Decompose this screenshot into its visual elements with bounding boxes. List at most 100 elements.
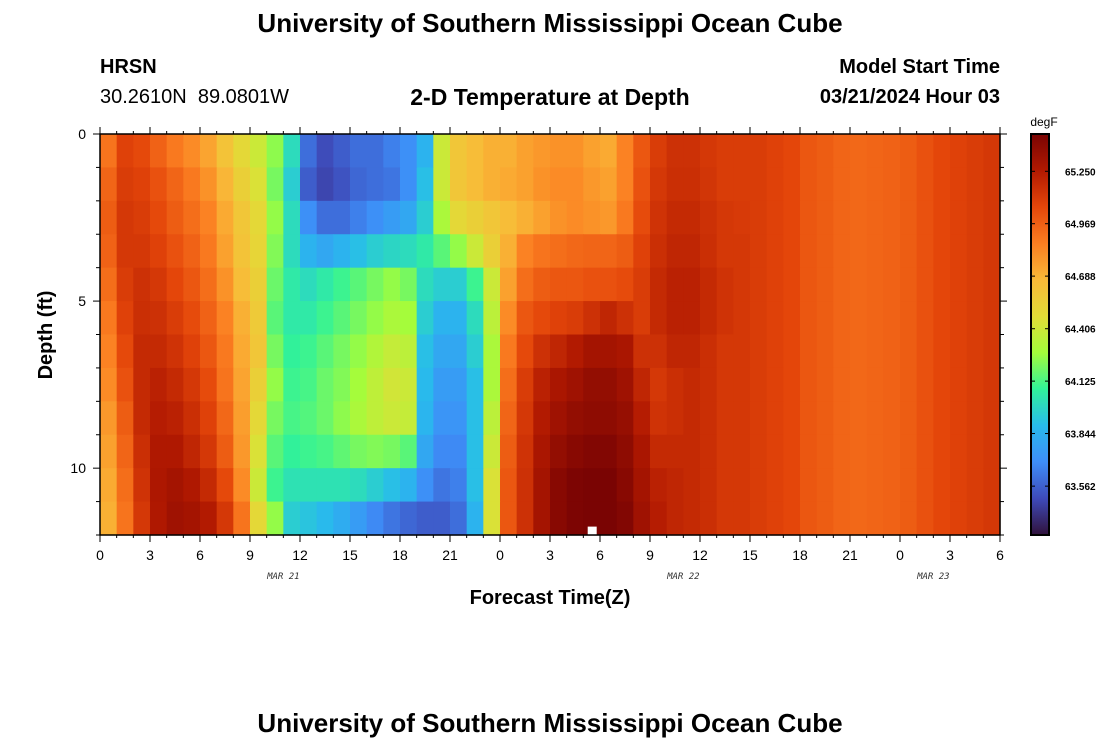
heatmap-cell [866, 401, 884, 436]
heatmap-cell [650, 367, 668, 402]
heatmap-cell [350, 334, 368, 369]
heatmap-cell [900, 267, 918, 302]
heatmap-cell [516, 200, 534, 235]
heatmap-cell [300, 401, 318, 436]
heatmap-cell [433, 167, 451, 202]
heatmap-cell [933, 468, 951, 503]
heatmap-cell [733, 367, 751, 402]
heatmap-cell [433, 200, 451, 235]
heatmap-cell [350, 301, 368, 336]
heatmap-cell [383, 468, 401, 503]
heatmap-cell [783, 267, 801, 302]
heatmap-cell [300, 301, 318, 336]
heatmap-cell [666, 434, 684, 469]
x-tick-label: 18 [792, 547, 808, 563]
heatmap-cell [866, 134, 884, 169]
heatmap-cell [516, 167, 534, 202]
heatmap-cell [933, 501, 951, 536]
heatmap-cell [516, 401, 534, 436]
heatmap-cell [400, 234, 418, 269]
heatmap-cell [900, 301, 918, 336]
heatmap-cell [716, 334, 734, 369]
heatmap-cell [583, 434, 601, 469]
heatmap-cell [466, 167, 484, 202]
heatmap-cell [933, 200, 951, 235]
heatmap-cell [900, 134, 918, 169]
heatmap-cell [333, 200, 351, 235]
heatmap-cell [233, 301, 251, 336]
heatmap-cell [150, 134, 168, 169]
heatmap-cell [250, 200, 268, 235]
heatmap-cell [400, 501, 418, 536]
heatmap-cell [300, 234, 318, 269]
heatmap-cell [500, 401, 518, 436]
heatmap-cell [600, 167, 618, 202]
heatmap-cell [100, 401, 118, 436]
heatmap-cell [283, 367, 301, 402]
heatmap-cell [583, 167, 601, 202]
heatmap-cell [766, 468, 784, 503]
heatmap-cell [216, 334, 234, 369]
heatmap-cell [966, 468, 984, 503]
heatmap-cell [950, 367, 968, 402]
heatmap-cell [183, 367, 201, 402]
heatmap-cell [916, 301, 934, 336]
heatmap-cell [316, 200, 334, 235]
heatmap-cell [683, 167, 701, 202]
heatmap-cell [733, 167, 751, 202]
heatmap-cell [416, 200, 434, 235]
y-tick-label: 5 [78, 293, 86, 309]
heatmap-cell [900, 468, 918, 503]
heatmap-cell [366, 167, 384, 202]
heatmap-cell [550, 434, 568, 469]
heatmap-cell [716, 468, 734, 503]
heatmap-cell [916, 434, 934, 469]
y-tick-label: 0 [78, 126, 86, 142]
heatmap-cell [483, 200, 501, 235]
heatmap-cell [166, 301, 184, 336]
heatmap-cell [633, 367, 651, 402]
heatmap-cell [450, 267, 468, 302]
heatmap-cell [116, 200, 134, 235]
heatmap-cell [800, 167, 818, 202]
heatmap-cell [833, 234, 851, 269]
heatmap-cell [616, 234, 634, 269]
heatmap-cell [916, 468, 934, 503]
heatmap-cell [266, 434, 284, 469]
heatmap-cell [566, 468, 584, 503]
heatmap-cell [150, 234, 168, 269]
heatmap-cell [700, 468, 718, 503]
heatmap-cell [550, 501, 568, 536]
heatmap-cell [100, 434, 118, 469]
heatmap-cell [950, 501, 968, 536]
heatmap-cell [250, 234, 268, 269]
heatmap-cell [600, 367, 618, 402]
heatmap-cell [533, 134, 551, 169]
heatmap-cell [400, 301, 418, 336]
temperature-depth-chart: 0 3 6 9 12 15 18 21 0 3 6 9 12 15 18 21 0 3 6 MAR 21 MAR 22 M… [35, 115, 1096, 609]
heatmap-cell [800, 134, 818, 169]
heatmap-cell [166, 367, 184, 402]
heatmap-cell [383, 301, 401, 336]
heatmap-cell [183, 468, 201, 503]
heatmap-cell [816, 401, 834, 436]
heatmap-cell [783, 434, 801, 469]
heatmap-cell [950, 200, 968, 235]
heatmap-cell [816, 267, 834, 302]
heatmap-cell [850, 401, 868, 436]
heatmap-cell [233, 367, 251, 402]
heatmap-cell [633, 134, 651, 169]
heatmap-cell [250, 134, 268, 169]
x-tick-label: 0 [896, 547, 904, 563]
heatmap-cell [416, 267, 434, 302]
heatmap-cell [500, 334, 518, 369]
heatmap-cell [233, 234, 251, 269]
heatmap-cell [866, 200, 884, 235]
heatmap-cell [700, 200, 718, 235]
heatmap-cell [633, 501, 651, 536]
heatmap-cell [833, 434, 851, 469]
heatmap-cell [933, 434, 951, 469]
heatmap-cell [500, 234, 518, 269]
heatmap-cell [100, 267, 118, 302]
heatmap-cell [383, 501, 401, 536]
